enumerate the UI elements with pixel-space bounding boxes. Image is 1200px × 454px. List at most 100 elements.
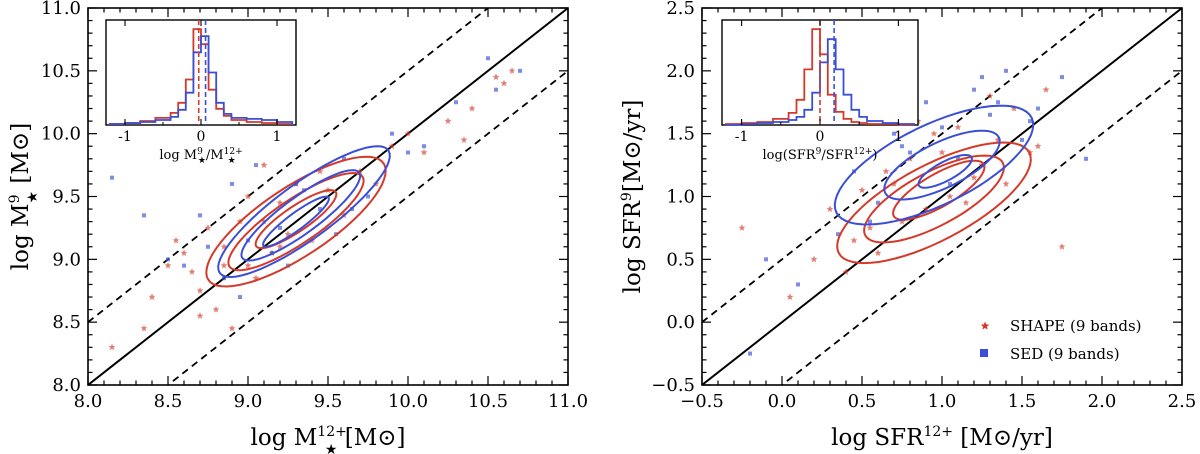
y-axis-label: log M9 ★ [M⊙] xyxy=(7,123,41,270)
sed-contour xyxy=(240,169,362,262)
sed-point xyxy=(1084,156,1088,161)
y-tick-label: 0.5 xyxy=(666,249,695,270)
sed-histogram xyxy=(108,35,294,125)
legend-marker-shape xyxy=(980,321,990,330)
shape-point xyxy=(468,104,476,112)
x-tick-label: −0.5 xyxy=(680,391,724,412)
shape-point xyxy=(284,230,292,238)
x-tick-label: 2.0 xyxy=(1088,391,1117,412)
sed-point xyxy=(366,194,370,199)
y-tick-label: 11.0 xyxy=(41,0,81,19)
shape-point xyxy=(946,192,954,200)
sed-point xyxy=(406,150,410,155)
y-tick-label: −0.5 xyxy=(651,375,695,396)
x-tick-label: 10.0 xyxy=(388,391,428,412)
legend-label-shape: SHAPE (9 bands) xyxy=(1010,317,1142,335)
inset-tick-label: 1 xyxy=(273,129,282,145)
sed-point xyxy=(318,207,322,212)
shape-point xyxy=(826,205,834,212)
sed-point xyxy=(142,213,146,218)
shape-contour xyxy=(892,159,986,221)
shape-point xyxy=(1042,86,1050,93)
x-tick-label: 0.0 xyxy=(768,391,797,412)
sed-point xyxy=(486,56,490,61)
sed-point xyxy=(1036,106,1040,111)
y-tick-label: 10.5 xyxy=(41,61,81,82)
sed-point xyxy=(222,276,226,281)
x-tick-label: 1.5 xyxy=(1008,391,1037,412)
sed-point xyxy=(956,156,960,161)
inset-tick-label: 0 xyxy=(197,129,206,145)
x-tick-label: 0.5 xyxy=(848,391,877,412)
shape-point xyxy=(850,236,858,244)
sed-point xyxy=(748,351,752,356)
sed-point xyxy=(254,163,258,168)
shape-point xyxy=(212,306,220,313)
panel-left: 8.0 8.5 9.0 9.5 10.0 10.5 11.0 8.0 8.5 9.0 9.5 10.0… xyxy=(7,0,588,454)
shape-point xyxy=(420,148,428,156)
x-tick-label: 10.5 xyxy=(468,391,508,412)
shape-point xyxy=(866,224,874,231)
sed-point xyxy=(908,150,912,155)
x-axis-label: log SFR12+ [M⊙/yr] xyxy=(831,424,1053,451)
sed-point xyxy=(422,144,426,149)
shape-point xyxy=(1002,180,1010,187)
sed-point xyxy=(230,181,234,186)
shape-point xyxy=(252,274,260,282)
sed-point xyxy=(454,100,458,105)
sed-point xyxy=(924,100,928,105)
sed-point xyxy=(900,144,904,149)
shape-point xyxy=(108,343,116,351)
shape-point xyxy=(244,192,252,200)
one-to-one-line xyxy=(702,8,1182,385)
x-tick-label: 11.0 xyxy=(548,391,588,412)
inset-tick-label: -1 xyxy=(735,129,749,145)
shape-point xyxy=(164,262,172,269)
sed-histogram xyxy=(725,38,915,126)
sed-contour xyxy=(217,145,391,279)
panel-right: −0.5 0.0 0.5 1.0 1.5 2.0 2.5 −0.5 0.0 0.5 1.0 1.5 2.… xyxy=(619,0,1196,451)
y-tick-label: 2.0 xyxy=(666,61,695,82)
plot-area xyxy=(88,8,568,385)
y-tick-label: 1.0 xyxy=(666,187,695,208)
x-tick-label: 8.5 xyxy=(154,391,183,412)
x-tick-label: 9.0 xyxy=(234,391,263,412)
y-tick-label: 1.5 xyxy=(666,124,695,145)
sed-point xyxy=(390,131,394,136)
shape-point xyxy=(954,123,962,131)
y-tick-label: 0.0 xyxy=(666,312,695,333)
shape-point xyxy=(356,167,364,175)
inset-histogram: -1 0 1 log(SFR9/SFR12+) xyxy=(721,19,919,163)
shape-point xyxy=(938,148,946,156)
sed-point xyxy=(940,125,944,130)
x-axis-label: log M12+ ★ [M⊙] xyxy=(251,424,406,454)
shape-point xyxy=(1058,243,1066,250)
shape-point xyxy=(492,73,500,80)
shape-point xyxy=(930,130,938,137)
shape-point xyxy=(874,249,882,256)
shape-contour xyxy=(254,189,338,250)
sed-point xyxy=(1004,68,1008,73)
sed-point xyxy=(166,257,170,262)
shape-point xyxy=(738,224,746,231)
sed-point xyxy=(868,219,872,224)
shape-point xyxy=(858,186,866,194)
legend: SHAPE (9 bands) SED (9 bands) xyxy=(980,317,1142,363)
sed-point xyxy=(278,225,282,230)
sed-point xyxy=(988,112,992,117)
shape-point xyxy=(898,218,906,225)
sed-contour xyxy=(917,154,973,189)
shape-point xyxy=(204,224,212,231)
lower-offset-line xyxy=(166,70,568,385)
shape-point xyxy=(276,243,284,250)
shape-point xyxy=(220,243,228,250)
shape-point xyxy=(842,268,850,275)
shape-point xyxy=(388,142,396,150)
inset-tick-label: -1 xyxy=(118,129,132,145)
y-tick-label: 9.0 xyxy=(52,249,81,270)
shape-point xyxy=(986,92,994,99)
sed-point xyxy=(980,75,984,80)
shape-point xyxy=(970,174,978,181)
shape-point xyxy=(404,130,412,137)
y-axis-label: log SFR9[M⊙/yr] xyxy=(619,100,646,294)
